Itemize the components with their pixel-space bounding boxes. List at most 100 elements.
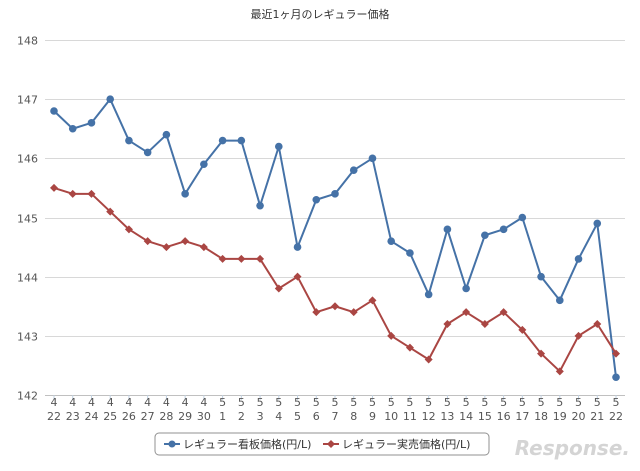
data-point-series-2	[106, 207, 115, 216]
data-point-series-1	[125, 136, 133, 145]
x-tick-label: 4 25	[103, 396, 117, 423]
x-tick-label: 5 21	[590, 396, 604, 423]
data-point-series-1	[293, 243, 302, 251]
data-point-series-2	[518, 325, 527, 334]
data-point-series-1	[331, 190, 339, 198]
x-tick-label: 5 12	[422, 396, 436, 423]
legend-label-series-2: レギュラー実売価格(円/L)	[342, 437, 470, 451]
x-tick-label: 5 17	[515, 396, 529, 423]
data-point-series-2	[462, 308, 471, 317]
data-point-series-2	[162, 243, 171, 252]
data-point-series-1	[406, 249, 414, 257]
x-tick-label: 4 22	[47, 396, 61, 423]
x-tick-label: 5 10	[384, 396, 398, 423]
x-tick-label: 4 26	[122, 396, 136, 423]
data-point-series-2	[574, 331, 583, 340]
data-point-series-1	[537, 272, 545, 281]
legend-item-series-1[interactable]: レギュラー看板価格(円/L)	[164, 437, 311, 451]
y-axis: 142 143 144 145 146 147 148	[17, 35, 38, 403]
data-point-series-2	[68, 189, 77, 198]
data-point-series-1	[87, 119, 96, 127]
data-point-series-2	[237, 254, 246, 263]
x-tick-label: 5 15	[478, 396, 492, 423]
x-tick-label: 5 16	[497, 396, 511, 423]
y-tick-label: 142	[17, 390, 38, 403]
series-line-1	[53, 98, 617, 378]
watermark-logo-text: Response.	[515, 436, 630, 460]
legend-marker-series-2	[327, 440, 335, 448]
data-point-series-1	[612, 373, 620, 382]
data-point-series-2	[612, 349, 620, 358]
legend-box	[154, 432, 490, 456]
data-point-series-1	[387, 237, 396, 245]
data-point-series-2	[424, 355, 433, 364]
y-tick-label: 146	[17, 153, 38, 166]
data-point-series-2	[349, 308, 358, 317]
data-point-series-1	[237, 136, 246, 145]
data-point-series-1	[312, 195, 321, 204]
data-point-series-2	[293, 272, 302, 281]
data-point-series-1	[556, 296, 564, 305]
y-tick-label: 148	[17, 35, 38, 48]
data-point-series-2	[537, 349, 546, 358]
data-point-series-1	[181, 190, 189, 198]
data-point-series-1	[106, 95, 114, 103]
x-tick-label: 5 19	[553, 396, 567, 423]
data-point-series-2	[218, 254, 227, 263]
x-tick-label: 5 13	[440, 396, 454, 423]
data-point-series-1	[50, 107, 58, 115]
data-point-series-2	[256, 254, 265, 263]
data-point-series-2	[181, 237, 190, 246]
response-watermark: Response.	[515, 436, 630, 460]
data-point-series-2	[124, 225, 133, 234]
data-point-series-2	[405, 343, 414, 352]
data-point-series-1	[162, 130, 171, 139]
data-point-series-1	[443, 225, 452, 234]
data-point-series-1	[218, 136, 227, 145]
x-tick-label: 5 22	[609, 396, 623, 423]
data-point-series-1	[275, 142, 283, 151]
legend-item-series-2[interactable]: レギュラー実売価格(円/L)	[323, 437, 470, 451]
data-point-series-2	[312, 308, 321, 317]
data-point-series-1	[200, 160, 208, 169]
data-point-series-1	[256, 201, 264, 210]
x-tick-label: 4 27	[141, 396, 155, 423]
data-point-series-1	[424, 290, 433, 299]
data-point-series-1	[574, 255, 583, 263]
x-tick-label: 5 14	[459, 396, 473, 423]
series-group	[50, 95, 620, 382]
data-point-series-1	[68, 124, 77, 133]
y-tick-label: 143	[17, 331, 38, 344]
grid-lines	[45, 40, 625, 396]
chart-title: 最近1ヶ月のレギュラー価格	[251, 7, 390, 21]
data-point-series-1	[499, 225, 508, 234]
data-point-series-2	[331, 302, 339, 311]
x-tick-label: 5 11	[403, 396, 417, 423]
y-tick-label: 147	[17, 94, 38, 107]
data-point-series-1	[593, 219, 602, 228]
data-point-series-2	[143, 237, 152, 246]
data-point-series-2	[368, 296, 377, 305]
y-tick-label: 144	[17, 272, 38, 285]
x-tick-label: 4 29	[178, 396, 192, 423]
data-point-series-2	[555, 367, 564, 376]
data-point-series-1	[462, 284, 470, 293]
x-tick-label: 4 30	[197, 396, 211, 423]
data-point-series-1	[368, 154, 377, 163]
data-point-series-2	[480, 320, 489, 328]
data-point-series-1	[143, 148, 152, 157]
x-tick-label: 5 18	[534, 396, 548, 423]
x-tick-label: 4 28	[159, 396, 173, 423]
x-axis: 4 22 4 23 4 24 4 25 4 26 4 27 4 28 4 29 4 30 5 1 5 2 5 3 5 4 5 5 5 6 5…	[47, 395, 623, 423]
data-point-series-2	[199, 243, 208, 252]
